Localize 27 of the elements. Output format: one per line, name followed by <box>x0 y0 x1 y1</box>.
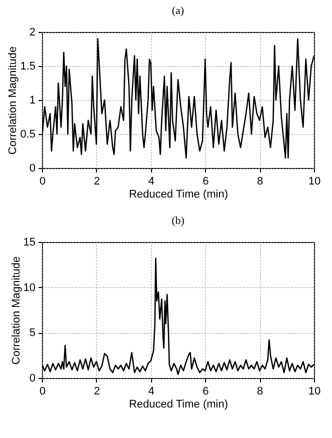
x-tick-label: 8 <box>257 386 264 398</box>
chart-title: (b) <box>172 215 185 227</box>
x-tick-label: 6 <box>202 386 209 398</box>
y-tick-label: 10 <box>23 282 36 294</box>
y-tick-label: 0 <box>29 162 36 174</box>
y-tick-label: 1 <box>29 94 36 106</box>
x-tick-label: 8 <box>257 176 264 188</box>
x-tick-label: 4 <box>148 386 154 398</box>
x-tick-label: 2 <box>94 386 100 398</box>
y-axis-title: Correlation Magnitude <box>7 46 20 155</box>
y-axis-title: Correlation Magnitude <box>10 256 22 365</box>
x-tick-label: 2 <box>94 176 100 188</box>
y-tick-label: 0 <box>29 372 36 384</box>
x-tick-label: 6 <box>202 176 209 188</box>
y-tick-label: 1.5 <box>20 60 36 72</box>
x-tick-label: 4 <box>148 176 154 188</box>
x-tick-label: 0 <box>39 176 46 188</box>
y-tick-label: 0.5 <box>20 128 36 140</box>
x-tick-label: 0 <box>39 386 46 398</box>
x-axis-title: Reduced Time (min) <box>128 398 228 410</box>
y-tick-label: 15 <box>23 236 36 248</box>
x-tick-label: 10 <box>308 176 321 188</box>
x-tick-label: 10 <box>308 386 321 398</box>
y-tick-label: 2 <box>29 26 36 38</box>
chart-title: (a) <box>172 5 184 17</box>
x-axis-title: Reduced Time (min) <box>128 188 228 200</box>
y-tick-label: 5 <box>29 327 36 340</box>
